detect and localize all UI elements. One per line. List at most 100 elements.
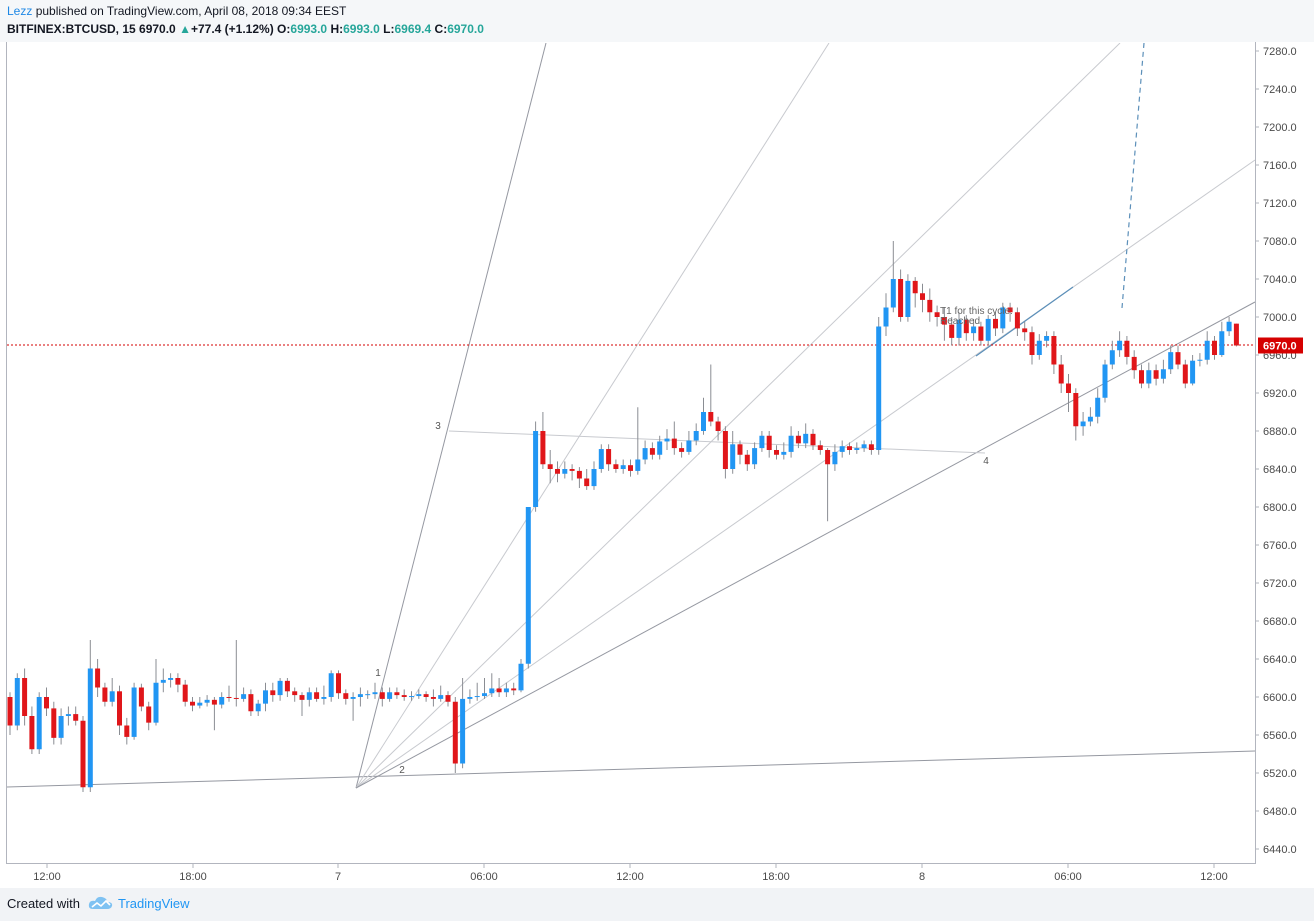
candle-body bbox=[7, 697, 13, 726]
candle-body bbox=[854, 448, 860, 450]
candle-body bbox=[423, 694, 429, 697]
labels-layer: 1 2 3 4 T1 for this cycle:Reached bbox=[375, 306, 1013, 776]
author-link[interactable]: Lezz bbox=[7, 4, 33, 18]
x-tick-label: 06:00 bbox=[470, 871, 498, 883]
last-price: 6970.0 bbox=[139, 22, 176, 36]
candle-body bbox=[182, 684, 188, 702]
y-tick-label: 7240.0 bbox=[1263, 84, 1297, 96]
wave-label: 2 bbox=[399, 765, 405, 776]
close-label: C: bbox=[434, 22, 448, 36]
candle-body bbox=[1014, 312, 1020, 329]
fan-line-steep bbox=[355, 43, 547, 789]
created-with-text: Created with bbox=[7, 896, 80, 911]
fan-line-3 bbox=[355, 43, 1121, 789]
x-tick-label: 12:00 bbox=[1200, 871, 1228, 883]
candle-body bbox=[1204, 340, 1210, 360]
candle-body bbox=[65, 714, 71, 716]
candle-body bbox=[102, 687, 108, 702]
candle-body bbox=[905, 280, 911, 317]
x-tick-label: 12:00 bbox=[616, 871, 644, 883]
candle-body bbox=[985, 318, 991, 341]
y-tick-label: 6440.0 bbox=[1263, 844, 1297, 856]
candle-body bbox=[1073, 393, 1079, 427]
candle-body bbox=[1197, 359, 1203, 361]
wave-label: 1 bbox=[375, 668, 381, 679]
tradingview-cloud-icon[interactable] bbox=[88, 894, 114, 912]
candle-body bbox=[788, 435, 794, 452]
candle-body bbox=[109, 691, 115, 702]
candle-body bbox=[956, 319, 962, 338]
candle-body bbox=[540, 431, 546, 465]
candle-body bbox=[993, 318, 998, 329]
candle-body bbox=[832, 451, 838, 465]
candle-body bbox=[657, 441, 663, 455]
candle-body bbox=[1139, 370, 1144, 384]
candle-body bbox=[978, 326, 984, 341]
candles-layer bbox=[7, 241, 1239, 792]
candle-body bbox=[1117, 340, 1123, 351]
fan-line-5 bbox=[355, 301, 1255, 789]
candle-body bbox=[1007, 307, 1013, 313]
candle-body bbox=[547, 464, 553, 469]
candle-body bbox=[730, 444, 736, 469]
candle-body bbox=[613, 464, 619, 469]
candle-body bbox=[445, 695, 451, 702]
candle-body bbox=[1080, 421, 1086, 427]
candle-body bbox=[117, 691, 122, 726]
note-line-1: T1 for this cycle: bbox=[940, 306, 1013, 317]
chart-pane[interactable] bbox=[6, 42, 1256, 864]
candle-body bbox=[1051, 336, 1057, 365]
candle-body bbox=[14, 678, 20, 726]
y-tick-label: 6680.0 bbox=[1263, 616, 1297, 628]
candle-body bbox=[22, 678, 28, 716]
x-tick-label: 12:00 bbox=[33, 871, 61, 883]
wave-label: 3 bbox=[435, 421, 441, 432]
candle-body bbox=[452, 701, 458, 764]
candle-body bbox=[737, 444, 743, 455]
candle-body bbox=[817, 445, 823, 450]
publish-info: Lezz published on TradingView.com, April… bbox=[7, 4, 346, 18]
high-label: H: bbox=[330, 22, 344, 36]
candle-body bbox=[795, 435, 801, 444]
candle-body bbox=[87, 668, 93, 788]
low-value: 6969.4 bbox=[394, 22, 432, 36]
candle-body bbox=[1036, 340, 1042, 355]
candle-body bbox=[803, 433, 809, 444]
projection-dashed-line bbox=[1121, 43, 1145, 309]
y-tick-label: 7040.0 bbox=[1263, 274, 1297, 286]
candle-body bbox=[569, 469, 575, 471]
candle-body bbox=[861, 444, 867, 449]
candle-body bbox=[263, 690, 268, 704]
candle-body bbox=[774, 450, 779, 455]
candle-body bbox=[927, 299, 933, 313]
symbol-label: BITFINEX:BTCUSD, 15 bbox=[7, 22, 136, 36]
candle-body bbox=[1029, 332, 1035, 355]
candle-body bbox=[460, 698, 466, 764]
tradingview-brand-link[interactable]: TradingView bbox=[118, 896, 190, 911]
candle-body bbox=[1219, 331, 1225, 355]
candle-body bbox=[642, 448, 648, 460]
candle-body bbox=[766, 435, 772, 450]
candle-body bbox=[175, 678, 181, 685]
candle-body bbox=[649, 448, 655, 455]
candle-body bbox=[73, 714, 79, 721]
candle-body bbox=[934, 312, 940, 317]
candle-body bbox=[343, 693, 349, 699]
candle-body bbox=[890, 279, 896, 308]
trend-support-line bbox=[7, 750, 1255, 788]
x-tick-label: 8 bbox=[919, 871, 925, 883]
candle-body bbox=[518, 663, 524, 691]
candle-body bbox=[1233, 323, 1239, 346]
publish-text: published on TradingView.com, April 08, … bbox=[32, 4, 347, 18]
candle-body bbox=[80, 720, 86, 788]
open-label: O: bbox=[277, 22, 291, 36]
candle-body bbox=[394, 692, 400, 696]
candle-body bbox=[328, 673, 334, 697]
candle-body bbox=[533, 431, 539, 507]
candle-body bbox=[416, 694, 422, 697]
candle-body bbox=[744, 454, 750, 465]
candle-body bbox=[160, 679, 166, 683]
candle-body bbox=[299, 695, 305, 700]
y-tick-label: 6720.0 bbox=[1263, 578, 1297, 590]
candlestick-chart[interactable]: 1 2 3 4 T1 for this cycle:Reached 6440.0 6480… bbox=[0, 0, 1314, 888]
